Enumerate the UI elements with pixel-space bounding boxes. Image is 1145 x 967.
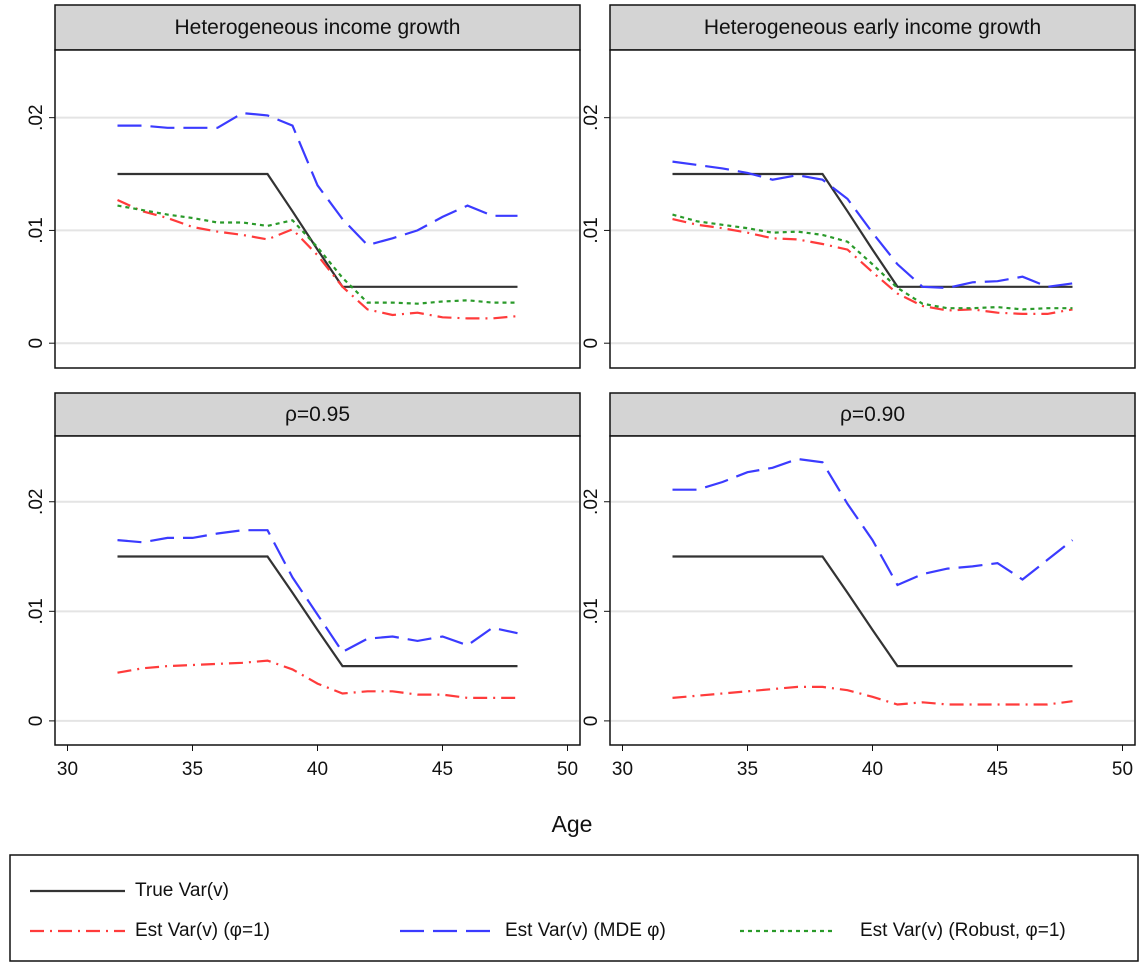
y-tick-label: 0 [581,338,602,349]
x-tick-label: 30 [612,759,633,780]
y-tick-label: .02 [26,489,47,515]
panel-header [54,392,581,437]
panel-title: Heterogeneous early income growth [704,16,1041,39]
panel-header [54,4,581,51]
series-line [672,457,1074,587]
series-line [672,160,1073,290]
y-tick-label: .02 [581,489,602,515]
legend-label: Est Var(v) (Robust, φ=1) [860,920,1066,941]
x-tick-label: 50 [557,759,578,780]
y-tick-label: .01 [581,598,602,624]
series-line [672,685,1073,706]
y-tick-label: 0 [26,716,47,727]
y-tick-label: .01 [581,217,602,243]
series-line [672,213,1073,311]
legend-label: True Var(v) [135,880,229,901]
series-line [117,555,518,668]
x-tick-label: 40 [862,759,883,780]
panel-title: Heterogeneous income growth [174,16,460,39]
plot-area [609,49,1136,369]
y-tick-label: 0 [581,716,602,727]
legend-box [9,854,1139,962]
panel-title: ρ=0.95 [285,403,350,426]
y-tick-label: .02 [26,104,47,130]
series-line [117,659,518,699]
x-tick-label: 35 [737,759,758,780]
x-tick-label: 45 [987,759,1008,780]
x-tick-label: 50 [1112,759,1133,780]
x-axis-label: Age [552,811,593,837]
y-tick-label: 0 [26,338,47,349]
series-line [117,198,518,320]
y-tick-label: .01 [26,598,47,624]
x-tick-label: 45 [432,759,453,780]
series-line [672,218,1073,315]
x-tick-label: 30 [57,759,78,780]
series-line [117,529,518,654]
plot-area [54,435,581,746]
series-line [117,204,518,305]
series-line [117,111,518,247]
legend-label: Est Var(v) (MDE φ) [505,920,666,941]
panel-title: ρ=0.90 [840,403,905,426]
x-tick-label: 35 [182,759,203,780]
x-tick-label: 40 [307,759,328,780]
y-tick-label: .01 [26,217,47,243]
y-tick-label: .02 [581,104,602,130]
series-line [672,555,1073,668]
legend-label: Est Var(v) (φ=1) [135,920,270,941]
series-line [672,172,1073,288]
series-line [117,172,518,288]
plot-area [609,435,1136,746]
